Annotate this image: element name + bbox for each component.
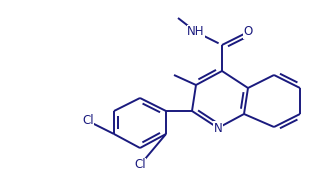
Text: N: N bbox=[214, 122, 222, 135]
Text: O: O bbox=[243, 26, 253, 39]
Text: NH: NH bbox=[187, 26, 205, 39]
Text: Cl: Cl bbox=[82, 115, 94, 128]
Text: Cl: Cl bbox=[134, 159, 146, 171]
